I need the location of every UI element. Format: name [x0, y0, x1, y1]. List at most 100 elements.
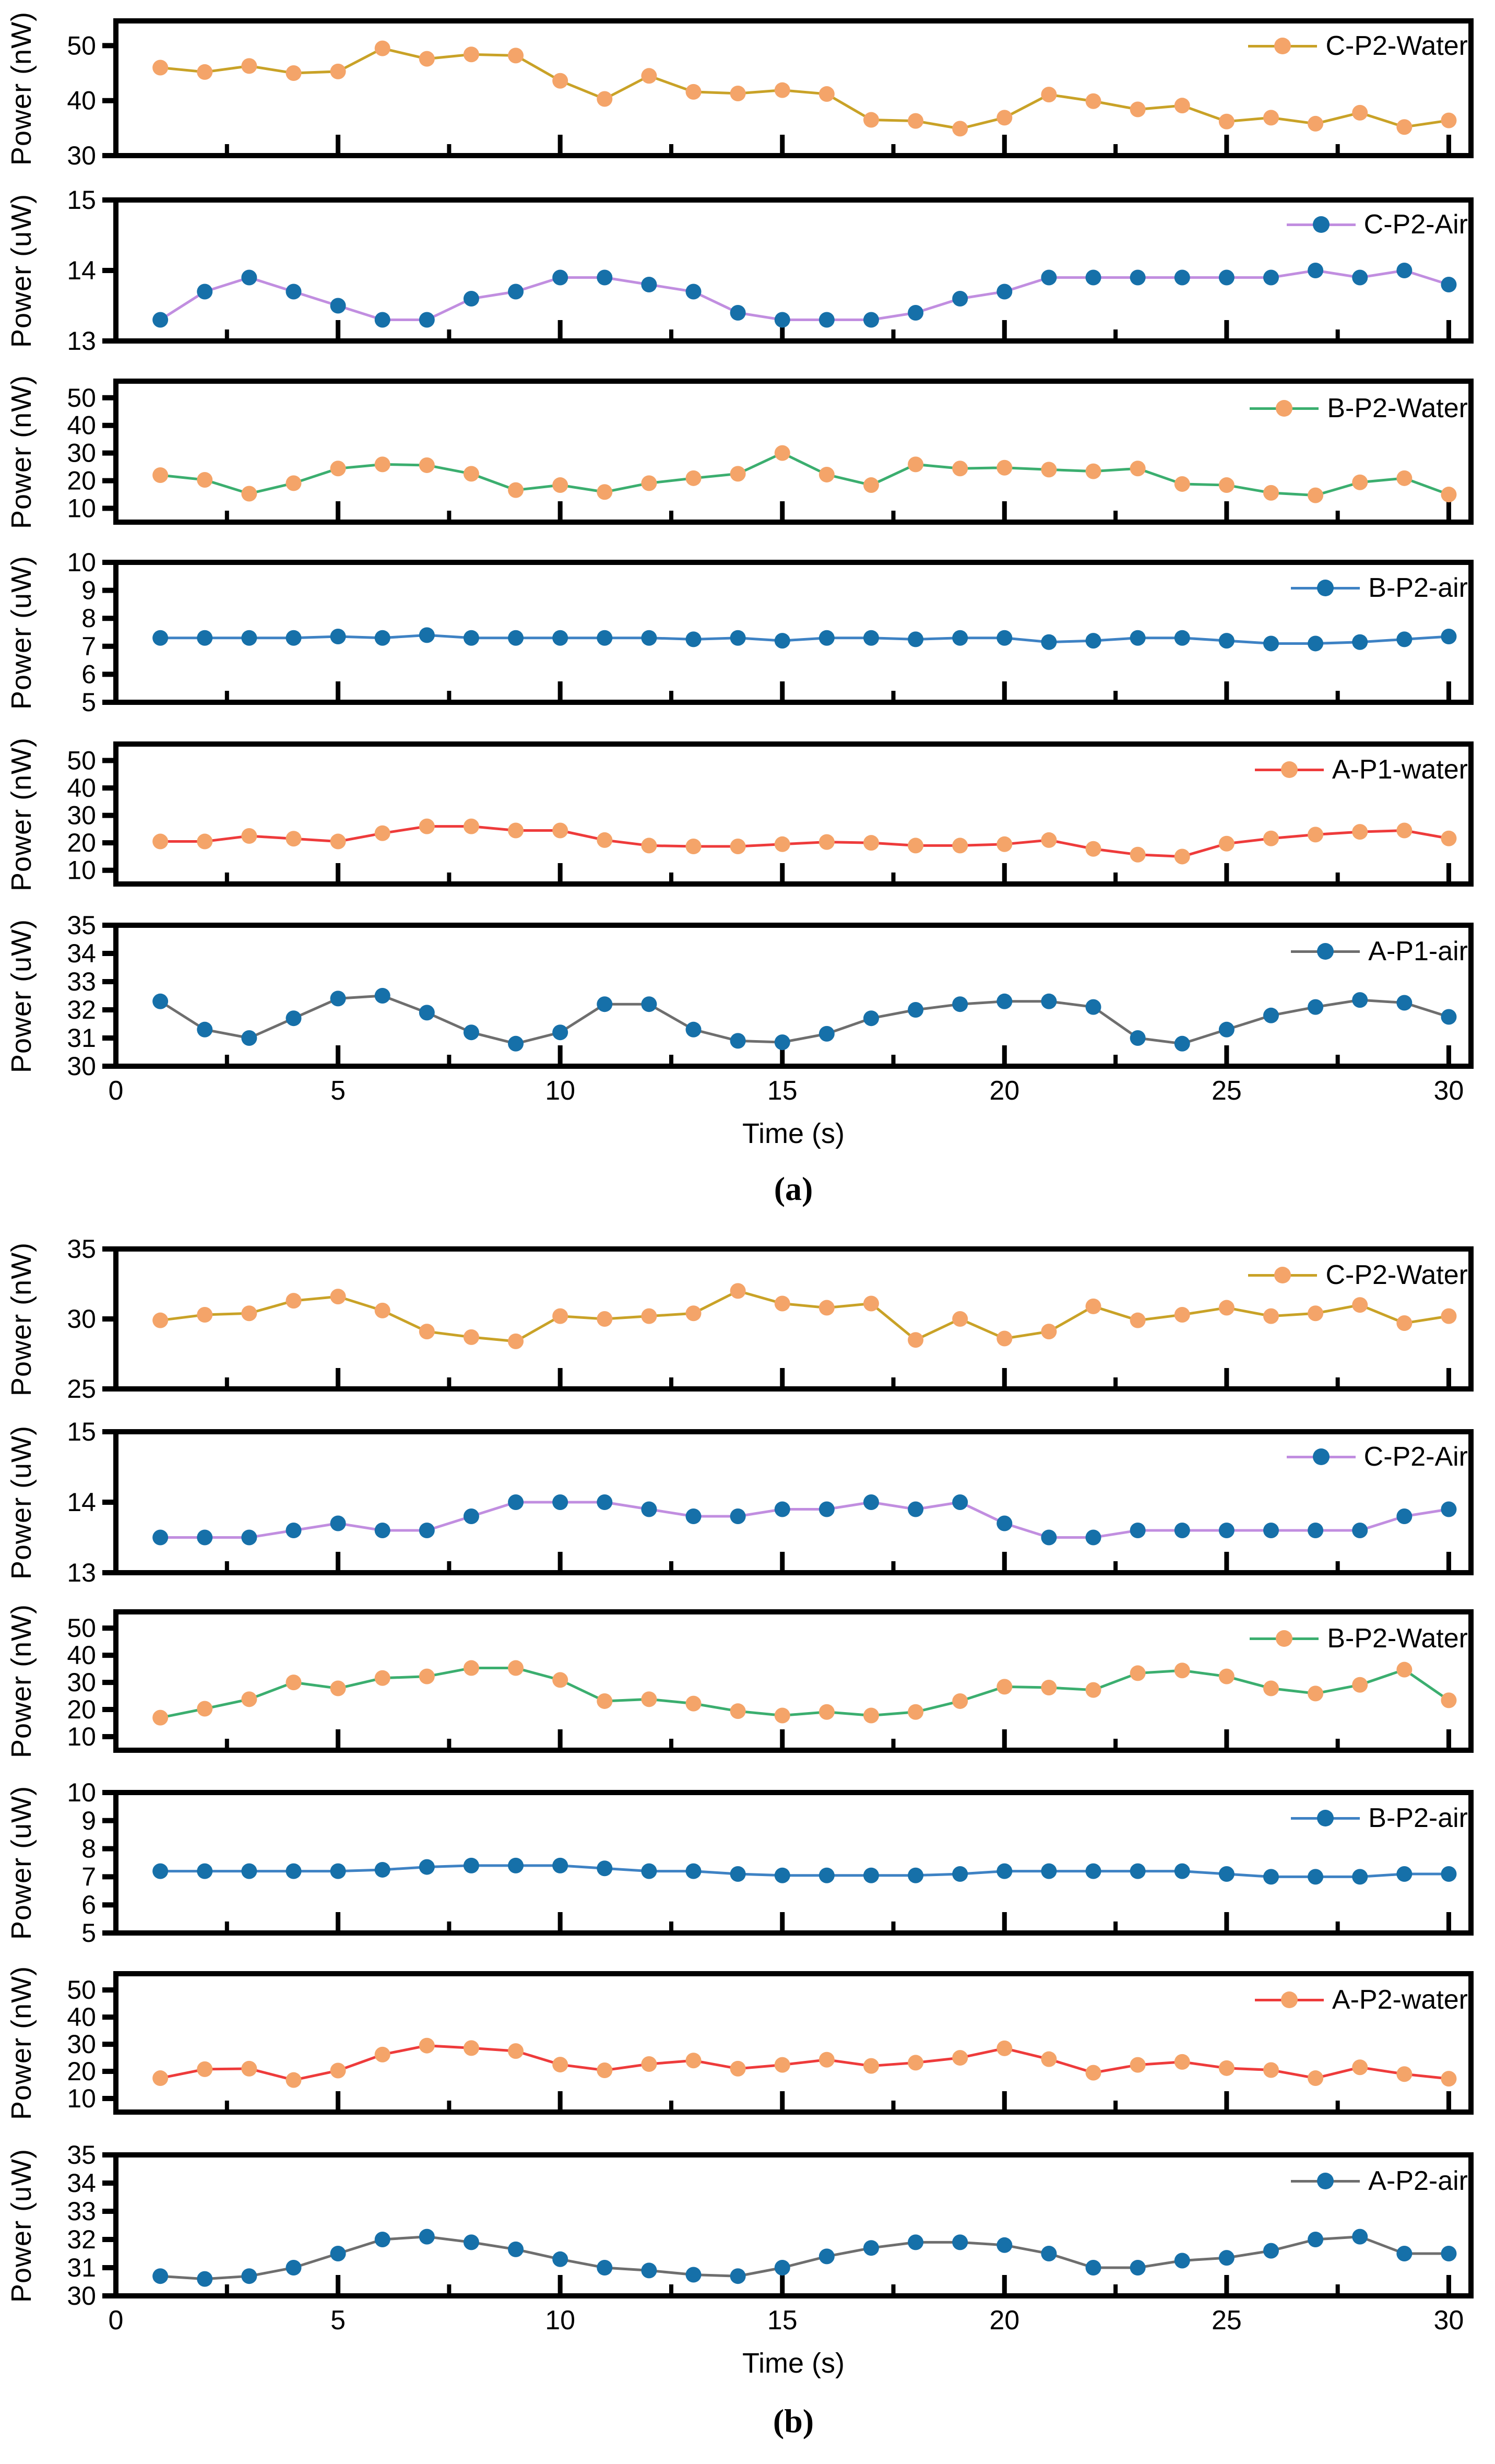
data-point — [1174, 476, 1190, 492]
data-point — [197, 1306, 213, 1323]
chart-b-1: 25 30 35 — [67, 1234, 1474, 1404]
data-point — [685, 284, 702, 300]
data-point — [508, 1035, 524, 1052]
data-point — [1308, 487, 1324, 503]
data-point — [952, 1494, 968, 1510]
data-point — [419, 1668, 435, 1684]
svg-text:10: 10 — [545, 1076, 575, 1106]
data-point — [685, 470, 702, 486]
data-point — [1308, 263, 1324, 278]
data-point — [463, 1857, 479, 1873]
data-point — [863, 1010, 879, 1027]
data-point — [286, 831, 302, 847]
data-point — [1085, 999, 1101, 1015]
data-point — [863, 1494, 879, 1510]
data-point — [863, 2058, 879, 2074]
legend-label: B-P2-Water — [1327, 393, 1468, 423]
data-point — [374, 988, 390, 1004]
svg-text:13: 13 — [67, 1558, 96, 1587]
data-point — [597, 1860, 613, 1877]
data-point — [1085, 1529, 1101, 1546]
data-point — [1130, 2057, 1146, 2073]
data-point — [1352, 634, 1368, 650]
data-point — [1130, 2260, 1146, 2276]
legend-swatch — [1254, 1991, 1324, 2009]
data-point — [1352, 474, 1368, 490]
data-point — [1041, 87, 1057, 103]
data-point — [908, 456, 924, 473]
data-point — [818, 630, 835, 646]
data-point — [685, 631, 702, 647]
data-point — [908, 2234, 924, 2250]
data-point — [286, 1675, 302, 1691]
data-point — [197, 472, 213, 488]
y-axis-title-b3: Power (nW) — [6, 1604, 37, 1759]
svg-text:10: 10 — [545, 2305, 575, 2336]
data-point — [908, 1332, 924, 1348]
data-point — [818, 1704, 835, 1720]
data-point — [152, 312, 169, 328]
data-point — [996, 836, 1013, 852]
data-point — [552, 822, 568, 839]
data-point — [641, 475, 657, 491]
data-point — [818, 834, 835, 850]
data-point — [597, 91, 613, 107]
data-point — [863, 2240, 879, 2256]
data-point — [1396, 1866, 1413, 1882]
data-point — [774, 633, 790, 649]
data-point — [286, 1293, 302, 1309]
data-point — [286, 1010, 302, 1027]
svg-text:20: 20 — [67, 828, 96, 857]
data-point — [1218, 1866, 1235, 1882]
legend-a3: B-P2-Water — [1250, 393, 1468, 424]
data-point — [1396, 1661, 1413, 1678]
data-point — [597, 2260, 613, 2276]
data-point — [330, 2062, 346, 2079]
data-point — [1441, 277, 1457, 292]
svg-text:34: 34 — [67, 939, 96, 968]
data-point — [1041, 269, 1057, 286]
data-point — [641, 277, 657, 292]
svg-text:40: 40 — [67, 86, 96, 115]
svg-text:15: 15 — [767, 1076, 798, 1106]
svg-text:30: 30 — [67, 2281, 96, 2310]
legend-label: C-P2-Water — [1325, 1260, 1468, 1290]
data-point — [1085, 2065, 1101, 2081]
data-point — [1396, 2066, 1413, 2082]
svg-text:30: 30 — [1434, 2305, 1464, 2336]
data-point — [552, 1308, 568, 1324]
data-point — [419, 1859, 435, 1875]
data-point — [1174, 1035, 1190, 1052]
data-point — [463, 1508, 479, 1524]
data-point — [1174, 2253, 1190, 2269]
data-point — [597, 269, 613, 286]
svg-text:35: 35 — [67, 2140, 96, 2170]
data-point — [774, 445, 790, 461]
data-point — [641, 996, 657, 1012]
data-point — [1130, 1030, 1146, 1046]
data-point — [818, 1300, 835, 1316]
data-point — [908, 1867, 924, 1883]
data-point — [1085, 269, 1101, 286]
data-point — [641, 2056, 657, 2072]
data-point — [1352, 2059, 1368, 2076]
data-point — [152, 467, 169, 483]
data-point — [1174, 848, 1190, 865]
data-point — [374, 825, 390, 841]
svg-text:14: 14 — [67, 1488, 96, 1517]
series-line-C-P2-Air — [160, 1501, 1449, 1539]
series-line-C-P2-Water — [160, 1289, 1449, 1343]
series-line-A-P1-water — [160, 825, 1449, 858]
svg-text:40: 40 — [67, 411, 96, 440]
data-point — [1130, 630, 1146, 646]
data-point — [730, 839, 746, 855]
data-point — [1352, 824, 1368, 840]
data-point — [1085, 93, 1101, 109]
data-point — [1308, 1869, 1324, 1885]
data-point — [597, 484, 613, 500]
data-point — [463, 2040, 479, 2056]
data-point — [330, 461, 346, 477]
legend-swatch — [1248, 37, 1318, 55]
svg-text:50: 50 — [67, 746, 96, 775]
